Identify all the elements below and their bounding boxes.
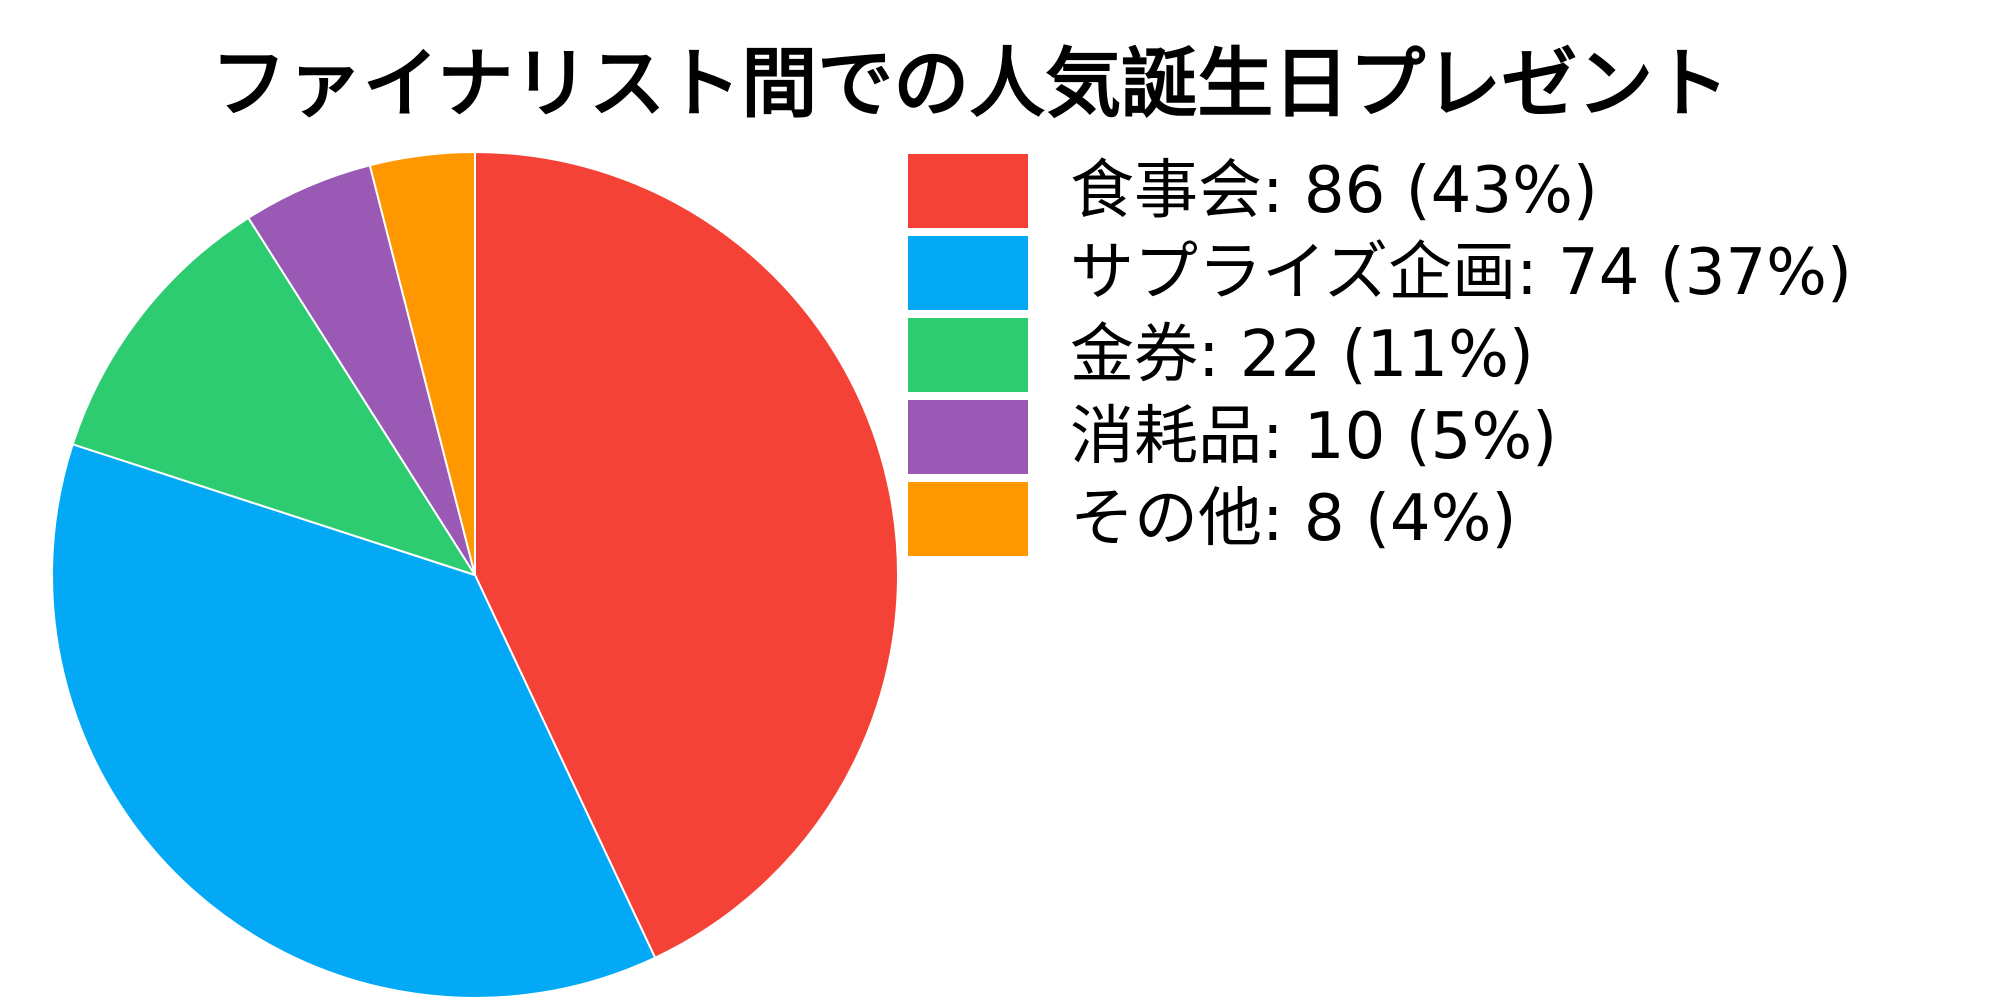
- legend-label-consumables: 消耗品: 10 (5%): [1070, 400, 1558, 474]
- pie-slice-other: [368, 150, 476, 576]
- pie-slice-dining: [474, 150, 899, 960]
- legend-item-surprise: サプライズ企画: 74 (37%): [908, 236, 1908, 318]
- legend-item-consumables: 消耗品: 10 (5%): [908, 400, 1908, 482]
- legend-label-dining: 食事会: 86 (43%): [1070, 154, 1598, 228]
- legend-swatch-other: [908, 482, 1028, 556]
- legend-swatch-consumables: [908, 400, 1028, 474]
- legend-label-gift-card: 金券: 22 (11%): [1070, 318, 1534, 392]
- legend-swatch-surprise: [908, 236, 1028, 310]
- legend-item-other: その他: 8 (4%): [908, 482, 1908, 564]
- legend-item-gift-card: 金券: 22 (11%): [908, 318, 1908, 400]
- legend-swatch-gift-card: [908, 318, 1028, 392]
- pie-slice-gift-card: [71, 216, 478, 577]
- legend: 食事会: 86 (43%) サプライズ企画: 74 (37%) 金券: 22 (…: [908, 154, 1908, 564]
- legend-label-other: その他: 8 (4%): [1070, 482, 1517, 556]
- legend-label-surprise: サプライズ企画: 74 (37%): [1070, 236, 1852, 310]
- legend-item-dining: 食事会: 86 (43%): [908, 154, 1908, 236]
- chart-title: ファイナリスト間での人気誕生日プレゼント: [210, 39, 1730, 128]
- legend-swatch-dining: [908, 154, 1028, 228]
- pie-slice-surprise: [51, 443, 657, 999]
